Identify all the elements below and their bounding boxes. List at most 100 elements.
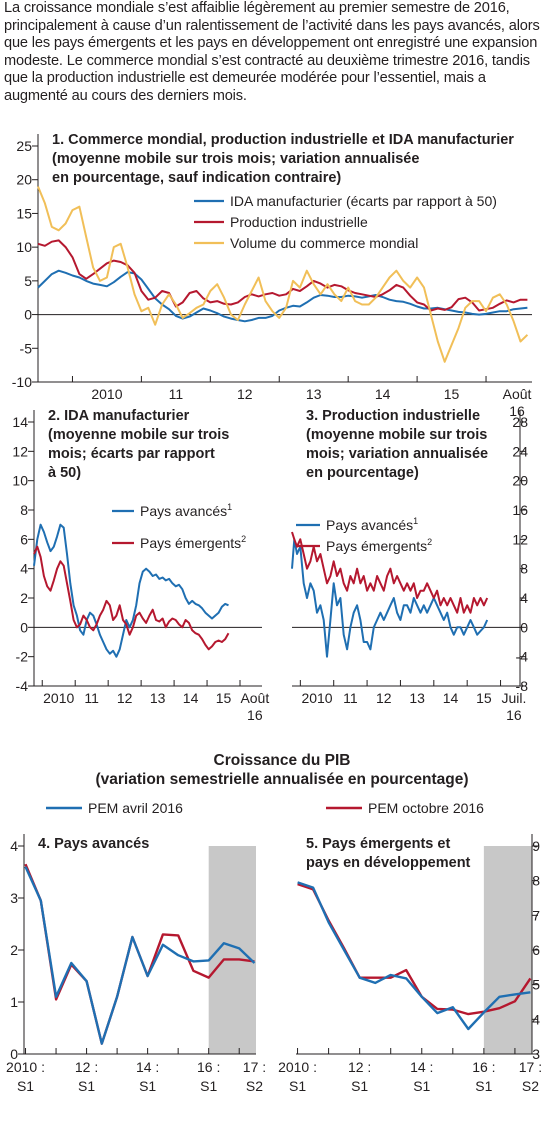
panel1-x-tick-label: 13 [306,386,322,402]
panel5-x-tick-label: S1 [413,1078,430,1094]
gdp-section-subtitle: (variation semestrielle annualisée en po… [96,771,469,788]
panel5-y-tick-label: 9 [532,838,540,854]
panel3-x-tick-label: 15 [476,690,492,706]
panel3-x-tick-label: 14 [443,690,459,706]
panel2-title-line: (moyenne mobile sur trois [48,427,229,443]
panel4-x-tick-label: S2 [246,1078,263,1094]
gdp-legend-october: PEM octobre 2016 [368,800,484,816]
panel5-x-tick-label: 16 : [472,1059,495,1075]
panel1-title-line: (moyenne mobile sur trois mois; variatio… [52,151,419,167]
panel1-series-line [37,239,528,312]
panel2-x-tick-label: 13 [150,690,166,706]
panel5-y-tick-label: 5 [532,977,540,993]
panel5-y-tick-label: 7 [532,907,540,923]
panel2-y-tick-label: 12 [12,443,28,459]
panel1-y-tick-label: 0 [24,307,32,323]
panel3-title-line: en pourcentage) [306,465,419,481]
panel3-x-tick-label: 16 [506,707,522,723]
panel5-y-tick-label: 4 [532,1011,540,1027]
panel1-title-line: 1. Commerce mondial, production industri… [52,132,514,148]
panel4-x-tick-label: 2010 : [6,1059,45,1075]
panel3-y-tick-label: 4 [520,590,528,606]
panel4-x-tick-label: 16 : [197,1059,220,1075]
panel1-x-tick-label: 11 [169,386,184,402]
panel5-x-tick-label: S2 [522,1078,539,1094]
panel5-x-tick-label: S1 [289,1078,306,1094]
panel2-y-tick-label: 0 [20,619,28,635]
panel4-y-tick-label: 3 [10,890,18,906]
panel1-title-line: en pourcentage, sauf indication contrair… [52,170,341,186]
panel1-y-tick-label: 20 [16,172,32,188]
panel4-y-tick-label: 1 [10,994,18,1010]
panel4-series-line [24,866,256,1045]
panel5-series-line [297,881,531,1031]
panel2-x-tick-label: 2010 [43,690,74,706]
panel4-x-tick-label: S1 [139,1078,156,1094]
panel3-y-tick-label: -4 [516,649,529,665]
panel3-x-tick-label: 2010 [301,690,332,706]
panel2-series-line [33,523,229,658]
panel3-x-tick-label: Juil. [501,690,526,706]
panel2-legend-label: Pays émergents2 [140,534,246,551]
panel4-x-tick-label: 14 : [136,1059,159,1075]
panel4-title-line: 4. Pays avancés [38,836,149,852]
panel3-x-tick-label: 13 [409,690,425,706]
panel3-title-line: mois; variation annualisée [306,446,488,462]
panel2-title-line: 2. IDA manufacturier [48,408,190,424]
panel3-y-tick-label: 16 [512,502,528,518]
panel2-y-tick-label: -4 [16,678,29,694]
panel2-x-tick-label: 15 [216,690,232,706]
panel5-x-tick-label: 14 : [410,1059,433,1075]
panel5-title-line: pays en développement [306,855,471,871]
panel5-y-tick-label: 8 [532,873,540,889]
panel4-x-tick-label: 17 : [243,1059,266,1075]
panel1-y-tick-label: 10 [16,239,32,255]
panel3-series-line [291,538,489,658]
panel4-x-tick-label: S1 [200,1078,217,1094]
panel1-series-line [37,186,529,363]
panel5-projection-shade [483,846,532,1054]
gdp-legend-april: PEM avril 2016 [88,800,183,816]
panel2-legend-label: Pays avancés1 [140,502,232,519]
panel1-x-tick-label: 16 [509,403,525,419]
panel3-y-tick-label: 8 [520,561,528,577]
panel3-title-line: (moyenne mobile sur trois [306,427,487,443]
panel2-y-tick-label: 6 [20,531,28,547]
panel2-x-tick-label: Août [240,690,269,706]
panel5-group: 9 8 7 6 5 4 3 2010 : S1 12 : S1 14 : S1 16 : S1 17 : S2 5… [278,834,542,1094]
panel3-y-tick-label: 12 [512,531,528,547]
panel4-x-tick-label: S1 [78,1078,95,1094]
panel1-y-tick-label: -5 [20,340,33,356]
panel3-title-line: 3. Production industrielle [306,408,480,424]
panel3-x-tick-label: 12 [376,690,392,706]
panel2-x-tick-label: 12 [117,690,133,706]
panel2-y-tick-label: 10 [12,473,28,489]
panel3-y-tick-label: 28 [512,414,528,430]
panel2-series-line [33,545,230,651]
gdp-section-title: Croissance du PIB [214,752,351,769]
panel4-x-tick-label: 12 : [75,1059,98,1075]
panel2-y-tick-label: -2 [16,649,29,665]
panel1-legend-label: Production industrielle [230,214,368,230]
panel3-legend-label: Pays émergents2 [326,537,432,554]
panel1-y-tick-label: 25 [16,138,32,154]
panel1-y-tick-label: 5 [24,273,32,289]
panel5-y-tick-label: 6 [532,942,540,958]
panel3-x-tick-label: 11 [343,690,358,706]
panel3-y-tick-label: 20 [512,473,528,489]
panel5-x-tick-label: 17 : [519,1059,542,1075]
panel5-x-tick-label: S1 [351,1078,368,1094]
panel4-y-tick-label: 2 [10,942,18,958]
panel2-x-tick-label: 14 [183,690,199,706]
panel1-x-tick-label: 14 [375,386,391,402]
panel1-y-tick-label: 15 [16,205,32,221]
panel2-title-line: mois; écarts par rapport [48,446,215,462]
panel2-title-line: à 50) [48,465,81,481]
panel4-y-tick-label: 4 [10,838,18,854]
panel2-y-tick-label: 8 [20,502,28,518]
